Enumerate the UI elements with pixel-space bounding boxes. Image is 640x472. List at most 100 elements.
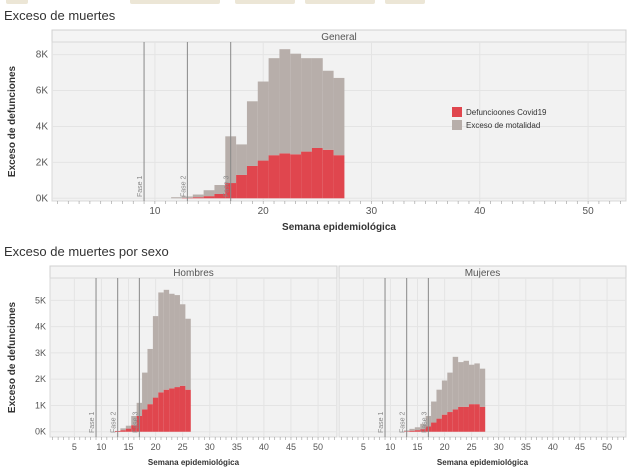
phase-label: Fase 3 <box>421 411 428 433</box>
phase-label: Fase 1 <box>137 175 144 197</box>
y-tick-label: 0K <box>36 193 49 204</box>
x-tick-label: 35 <box>232 442 242 452</box>
legend-swatch <box>452 120 462 130</box>
excess-bar <box>192 194 204 198</box>
covid-bar <box>179 385 186 432</box>
excess-bar <box>333 77 345 156</box>
x-tick-label: 30 <box>205 442 215 452</box>
covid-bar <box>420 429 426 432</box>
excess-bar <box>290 53 302 155</box>
legend: Defuncioones Covid19 Exceso de motalidad <box>452 107 547 130</box>
covid-bar <box>409 430 415 432</box>
excess-bar <box>414 427 421 431</box>
covid-bar <box>236 174 247 199</box>
x-axis-label: Semana epidemiológica <box>282 222 396 233</box>
x-tick-label: 15 <box>124 442 134 452</box>
excess-bar <box>147 348 153 405</box>
x-tick-label: 50 <box>583 206 595 217</box>
excess-bar <box>474 363 480 405</box>
excess-bar <box>322 70 334 150</box>
covid-bar <box>441 414 448 432</box>
covid-bar <box>246 165 258 199</box>
x-tick-label: 20 <box>440 442 450 452</box>
excess-bar <box>479 368 486 407</box>
y-tick-label: 2K <box>35 374 46 384</box>
excess-bar <box>131 415 137 426</box>
x-tick-label: 30 <box>494 442 504 452</box>
excess-bar <box>171 197 182 199</box>
excess-bar <box>468 364 475 405</box>
excess-bar <box>163 289 170 390</box>
phase-label: Fase 3 <box>132 411 139 433</box>
x-tick-label: 5 <box>361 442 366 452</box>
covid-bar <box>142 409 148 432</box>
covid-bar <box>268 155 280 199</box>
covid-bar <box>301 151 312 199</box>
covid-bar <box>131 425 137 432</box>
excess-bar <box>174 295 180 388</box>
y-axis-label: Exceso de defunciones <box>7 65 18 177</box>
excess-bar <box>431 401 437 423</box>
covid-bar <box>458 406 464 432</box>
covid-bar <box>169 388 175 432</box>
excess-bar <box>257 81 269 161</box>
y-axis-label: Exceso de defunciones <box>7 301 18 413</box>
y-tick-label: 8K <box>36 50 49 61</box>
x-tick-label: 20 <box>151 442 161 452</box>
phase-label: Fase 2 <box>400 411 407 433</box>
x-tick-label: 10 <box>385 442 395 452</box>
excess-bar <box>179 304 186 386</box>
excess-bar <box>125 425 132 429</box>
excess-bar <box>169 293 175 389</box>
legend-label: Defuncioones Covid19 <box>466 108 547 117</box>
covid-bar <box>463 406 469 432</box>
covid-bar <box>203 196 215 199</box>
excess-bar <box>268 58 280 156</box>
covid-bar <box>474 404 480 432</box>
y-tick-label: 0K <box>35 427 46 437</box>
covid-bar <box>185 389 191 432</box>
covid-bar <box>311 148 323 199</box>
x-tick-label: 40 <box>548 442 558 452</box>
x-tick-label: 50 <box>313 442 323 452</box>
y-tick-label: 1K <box>35 400 46 410</box>
panel-header-label-hombres: Hombres <box>173 268 214 279</box>
excess-bar <box>203 190 215 197</box>
y-tick-label: 3K <box>35 348 46 358</box>
phase-label: Fase 2 <box>180 175 187 197</box>
covid-bar <box>414 430 421 432</box>
covid-bar <box>447 412 453 432</box>
excess-bar <box>152 316 159 398</box>
legend-swatch <box>452 107 462 117</box>
covid-bar <box>290 154 302 199</box>
phase-label: Fase 3 <box>224 175 231 197</box>
covid-bar <box>158 392 164 432</box>
y-tick-label: 5K <box>35 295 46 305</box>
excess-bar <box>311 58 323 148</box>
x-tick-label: 10 <box>96 442 106 452</box>
panel-header-label-general: General <box>321 32 357 43</box>
covid-bar <box>120 430 126 432</box>
covid-bar <box>468 404 475 432</box>
excess-bar <box>120 428 126 431</box>
excess-bar <box>458 362 464 407</box>
covid-bar <box>279 153 291 199</box>
x-tick-label: 50 <box>602 442 612 452</box>
x-tick-label: 45 <box>575 442 585 452</box>
excess-bar <box>246 101 258 166</box>
excess-bar <box>142 372 148 410</box>
legend-label: Exceso de motalidad <box>466 121 540 130</box>
covid-bar <box>479 406 486 432</box>
covid-bar <box>152 397 159 432</box>
excess-bar <box>236 144 247 175</box>
excess-bar <box>185 318 191 390</box>
panel-header-label-mujeres: Mujeres <box>465 268 501 279</box>
excess-bar <box>279 49 291 154</box>
excess-bar <box>409 428 415 431</box>
covid-bar <box>147 404 153 432</box>
x-tick-label: 45 <box>286 442 296 452</box>
phase-label: Fase 1 <box>89 411 96 433</box>
covid-bar <box>214 193 226 199</box>
covid-bar <box>174 387 180 432</box>
